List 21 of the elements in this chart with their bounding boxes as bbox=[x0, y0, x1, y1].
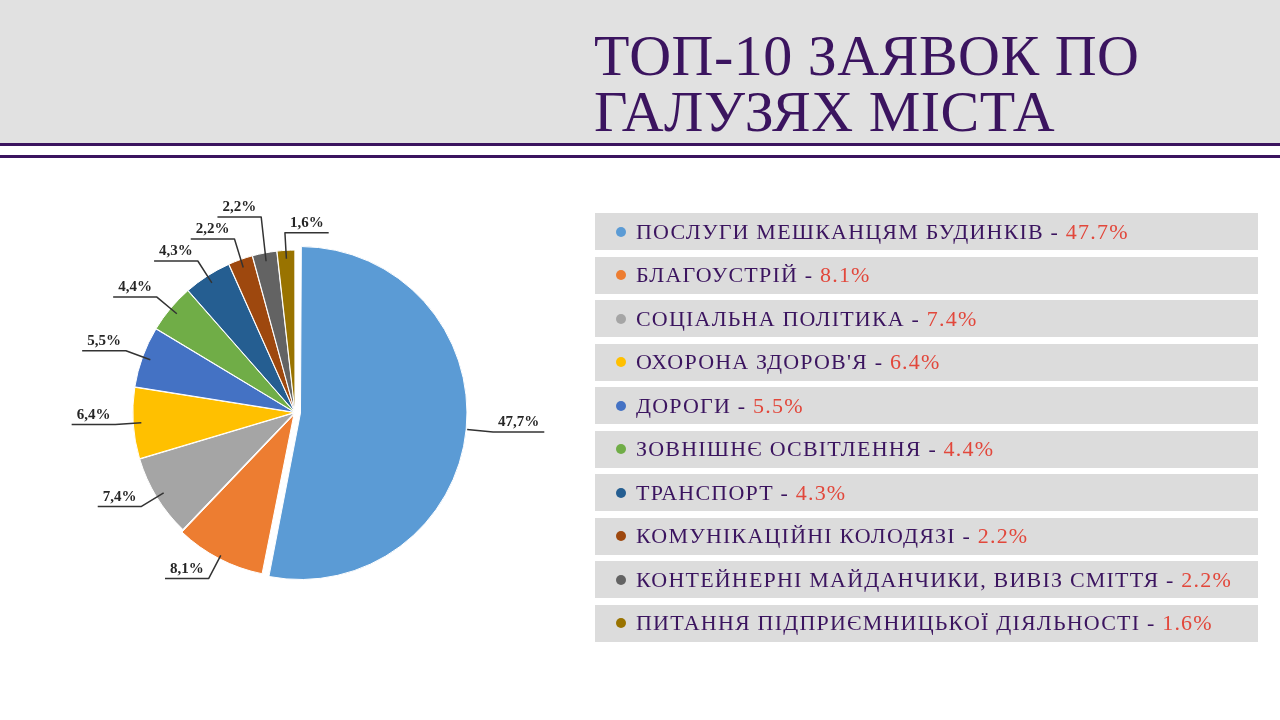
legend-label: КОМУНІКАЦІЙНІ КОЛОДЯЗІ - 2.2% bbox=[636, 523, 1029, 549]
data-label: 6,4% bbox=[76, 405, 111, 422]
legend-label: ПОСЛУГИ МЕШКАНЦЯМ БУДИНКІВ - 47.7% bbox=[636, 218, 1129, 245]
data-label: 8,1% bbox=[170, 559, 204, 576]
data-label: 47,7% bbox=[498, 413, 540, 430]
data-label: 4,4% bbox=[118, 278, 152, 295]
data-label: 7,4% bbox=[102, 487, 137, 504]
data-label: 4,3% bbox=[159, 242, 193, 259]
legend-label: ОХОРОНА ЗДОРОВ'Я - 6.4% bbox=[636, 349, 941, 375]
data-label: 1,6% bbox=[289, 214, 324, 231]
legend-label: БЛАГОУСТРІЙ - 8.1% bbox=[636, 262, 871, 288]
legend-label: КОНТЕЙНЕРНІ МАЙДАНЧИКИ, ВИВІЗ СМІТТЯ - 2.2% bbox=[636, 566, 1232, 593]
data-label: 2,2% bbox=[222, 198, 257, 215]
chart-title: ТОП-10 ЗАЯВОК ПО ГАЛУЗЯХ МІСТА bbox=[594, 23, 1141, 144]
legend-label: СОЦІАЛЬНА ПОЛІТИКА - 7.4% bbox=[636, 305, 978, 332]
data-label: 5,5% bbox=[87, 332, 121, 349]
legend-label: ДОРОГИ - 5.5% bbox=[636, 392, 804, 419]
legend-label: ТРАНСПОРТ - 4.3% bbox=[636, 479, 847, 506]
legend-label: ЗОВНІШНЄ ОСВІТЛЕННЯ - 4.4% bbox=[636, 436, 995, 462]
legend-label: ПИТАННЯ ПІДПРИЄМНИЦЬКОЇ ДІЯЛЬНОСТІ - 1.6% bbox=[636, 610, 1213, 636]
data-label: 2,2% bbox=[195, 220, 230, 237]
